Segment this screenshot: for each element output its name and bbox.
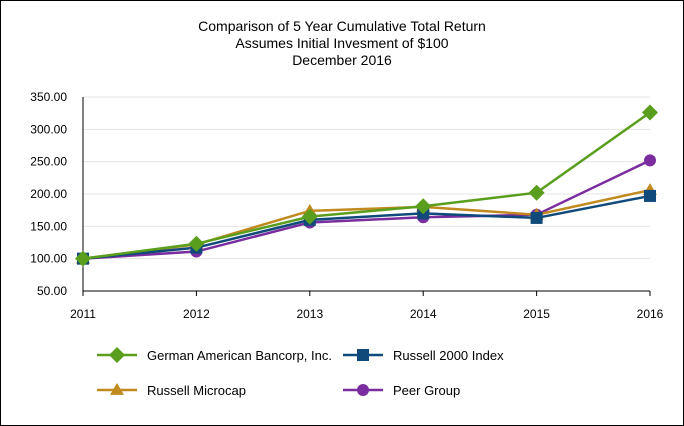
y-tick-label: 150.00 bbox=[30, 219, 67, 233]
series-line-peer-group bbox=[82, 159, 651, 260]
y-tick-label: 200.00 bbox=[30, 187, 67, 201]
data-point-german-american-bancorp-inc bbox=[642, 104, 658, 121]
y-tick-label: 250.00 bbox=[30, 155, 67, 169]
legend-label-peer-group: Peer Group bbox=[393, 383, 460, 398]
x-tick-label: 2016 bbox=[637, 307, 664, 321]
x-tick-label: 2015 bbox=[523, 307, 550, 321]
data-point-russell-2000-index bbox=[530, 211, 543, 224]
legend-label-russell-microcap: Russell Microcap bbox=[147, 383, 246, 398]
legend: German American Bancorp, Inc. Russell 200… bbox=[97, 347, 504, 398]
y-tick-label: 350.00 bbox=[30, 90, 67, 104]
series-line-russell-2000-index bbox=[82, 194, 651, 260]
legend-marker-peer-group bbox=[357, 384, 369, 396]
legend-label-russell-2000-index: Russell 2000 Index bbox=[393, 348, 504, 363]
x-tick-label: 2011 bbox=[70, 307, 96, 321]
plot-area: 50.00 100.00 150.00 200.00 250.00 300.00 350.0… bbox=[30, 90, 663, 321]
chart-title-line-1: Comparison of 5 Year Cumulative Total Re… bbox=[198, 18, 486, 34]
data-point-russell-2000-index bbox=[644, 189, 656, 202]
chart-title-line-2: Assumes Initial Invesment of $100 bbox=[235, 35, 448, 51]
legend-marker-russell-2000-index bbox=[357, 349, 369, 361]
y-tick-label: 100.00 bbox=[30, 252, 67, 266]
chart-title-line-3: December 2016 bbox=[292, 52, 392, 68]
y-tick-label: 300.00 bbox=[30, 122, 67, 136]
data-point-german-american-bancorp-inc bbox=[188, 235, 205, 252]
data-point-peer-group bbox=[644, 154, 656, 167]
data-point-german-american-bancorp-inc bbox=[301, 208, 318, 225]
x-tick-label: 2014 bbox=[410, 307, 437, 321]
legend-marker-russell-microcap bbox=[110, 383, 124, 395]
y-tick-label: 50.00 bbox=[37, 284, 67, 298]
data-point-german-american-bancorp-inc bbox=[75, 250, 91, 267]
series-line-german-american-bancorp-inc bbox=[82, 111, 651, 260]
data-point-german-american-bancorp-inc bbox=[528, 184, 545, 201]
x-tick-label: 2013 bbox=[296, 307, 323, 321]
legend-marker-german-american-bancorp-inc bbox=[109, 347, 125, 363]
legend-label-german-american-bancorp-inc: German American Bancorp, Inc. bbox=[147, 348, 332, 363]
data-point-german-american-bancorp-inc bbox=[415, 198, 432, 215]
x-tick-label: 2012 bbox=[183, 307, 210, 321]
